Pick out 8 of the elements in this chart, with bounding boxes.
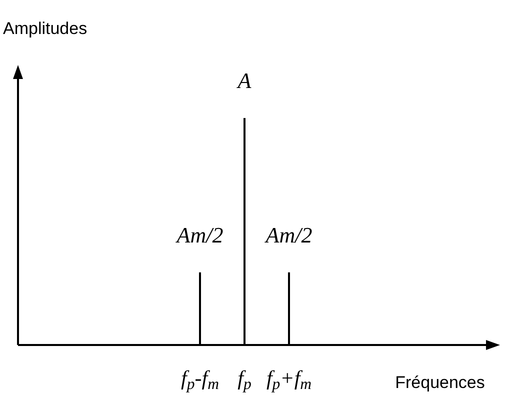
annotation: Am/2 [174,222,224,248]
x-tick-label: f$_{p}$-f$_{m}$ [181,366,219,393]
annotation: A [236,68,252,93]
annotation: Am/2 [264,222,312,248]
x-axis-title: Fréquences [395,373,485,392]
x-tick-label: f$_{p}$+f$_{m}$ [266,366,312,393]
x-tick-label: f$_{p}$ [238,366,252,393]
text: Amplitudes [3,19,88,38]
